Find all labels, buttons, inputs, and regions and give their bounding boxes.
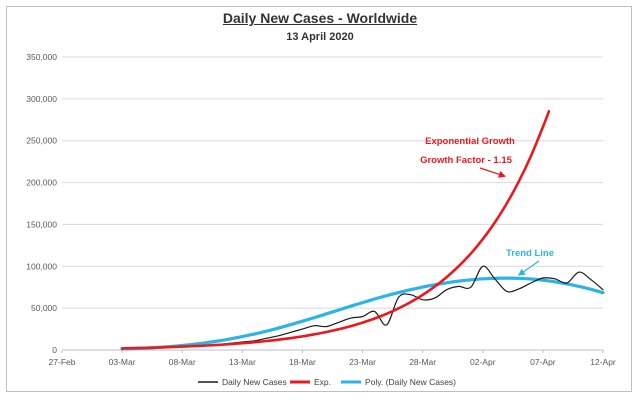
series-poly-trend <box>120 276 605 351</box>
y-tick-label: 250,000 <box>26 136 57 146</box>
x-axis-ticks: 27-Feb 03-Mar 08-Mar 13-Mar 18-Mar 23-Mar 28-M… <box>49 350 616 367</box>
annotation-trend-arrow <box>517 260 540 276</box>
legend-label: Poly. (Daily New Cases) <box>365 377 456 387</box>
x-tick-label: 03-Mar <box>109 357 136 367</box>
x-tick-label: 28-Mar <box>409 357 436 367</box>
y-axis-ticks: 0 50,000 100,000 150,000 200,000 250,000 300,0… <box>26 52 57 355</box>
y-tick-label: 100,000 <box>26 261 57 271</box>
x-tick-label: 07-Apr <box>530 357 556 367</box>
y-tick-label: 50,000 <box>31 303 57 313</box>
series-exp <box>120 110 551 350</box>
y-tick-label: 0 <box>52 345 57 355</box>
x-tick-label: 13-Mar <box>229 357 256 367</box>
legend: Daily New Cases Exp. Poly. (Daily New Case… <box>198 377 456 387</box>
annotation-trend-line: Trend Line <box>506 248 554 259</box>
legend-label: Exp. <box>314 377 331 387</box>
annotation-exponential-line1: Exponential Growth <box>425 136 515 147</box>
legend-label: Daily New Cases <box>222 377 287 387</box>
x-tick-label: 08-Mar <box>169 357 196 367</box>
gridlines <box>62 56 603 351</box>
annotations: Exponential Growth Growth Factor - 1.15 Tr… <box>420 136 554 276</box>
x-tick-label: 23-Mar <box>349 357 376 367</box>
y-tick-label: 150,000 <box>26 219 57 229</box>
y-tick-label: 300,000 <box>26 94 57 104</box>
series <box>120 110 605 351</box>
chart-frame <box>6 6 632 392</box>
x-tick-label: 02-Apr <box>470 357 496 367</box>
annotation-exponential-line2: Growth Factor - 1.15 <box>420 155 513 166</box>
x-tick-label: 18-Mar <box>289 357 316 367</box>
y-tick-label: 350,000 <box>26 52 57 62</box>
y-tick-label: 200,000 <box>26 178 57 188</box>
x-tick-label: 27-Feb <box>49 357 76 367</box>
chart-subtitle: 13 April 2020 <box>286 31 354 43</box>
annotation-exponential-arrow <box>479 167 506 178</box>
x-tick-label: 12-Apr <box>590 357 616 367</box>
chart-title: Daily New Cases - Worldwide <box>222 10 418 26</box>
